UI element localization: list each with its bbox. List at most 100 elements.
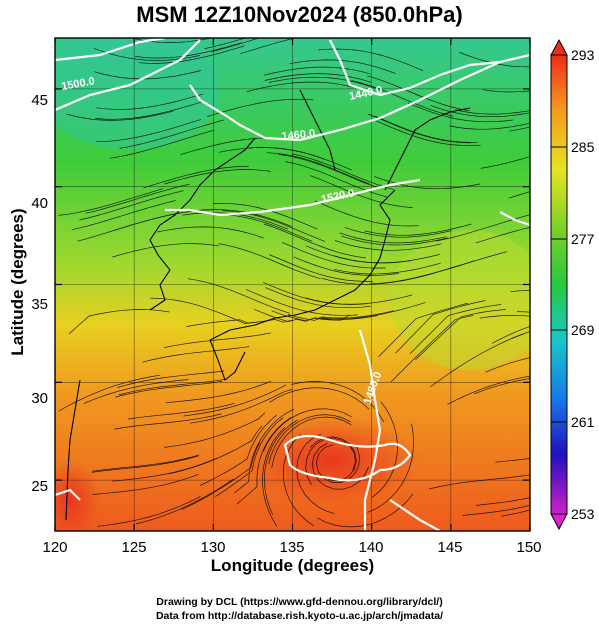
- streamline: [462, 504, 530, 516]
- x-tick-label: 145: [437, 539, 462, 556]
- streamline: [253, 308, 358, 322]
- x-tick-label: 125: [121, 539, 146, 556]
- streamline: [268, 254, 373, 282]
- streamline: [271, 310, 378, 322]
- streamline: [281, 242, 386, 269]
- contour-label: 1460.0: [281, 128, 316, 143]
- streamline: [118, 379, 226, 396]
- streamline: [318, 48, 424, 71]
- streamline: [367, 75, 470, 112]
- streamline: [79, 190, 184, 221]
- x-tick-label: 150: [516, 539, 541, 556]
- streamline: [183, 384, 287, 417]
- streamline: [263, 408, 353, 452]
- streamline: [339, 232, 447, 244]
- streamline: [455, 109, 530, 115]
- streamline: [95, 119, 202, 143]
- streamline: [367, 113, 472, 144]
- axis-ticks: [54, 38, 531, 531]
- streamline: [187, 278, 290, 314]
- streamline: [138, 45, 245, 64]
- streamline: [264, 73, 372, 83]
- x-axis-label: Longitude (degrees): [210, 556, 375, 575]
- streamline: [222, 210, 326, 242]
- streamline: [211, 38, 261, 52]
- streamline: [95, 101, 202, 120]
- contour-label: 1500.0: [60, 75, 95, 93]
- lat-lon-grid: [55, 38, 530, 531]
- streamline: [395, 300, 486, 354]
- streamline: [127, 402, 235, 420]
- streamline: [113, 209, 220, 231]
- streamline: [305, 294, 413, 305]
- x-tick-labels: 120 125 130 135 140 145 150: [42, 539, 541, 556]
- streamline: [287, 310, 394, 321]
- credit-data: Data from http://database.rish.kyoto-u.a…: [155, 610, 444, 622]
- streamline: [164, 169, 271, 185]
- streamline: [510, 290, 530, 292]
- streamline: [264, 66, 371, 76]
- streamline: [115, 381, 223, 398]
- streamline: [482, 89, 530, 93]
- streamline: [94, 70, 201, 80]
- streamline: [311, 442, 370, 490]
- streamline: [511, 331, 530, 339]
- x-tick-label: 135: [279, 539, 304, 556]
- streamline: [135, 478, 234, 525]
- streamline: [268, 414, 351, 464]
- streamline: [314, 200, 419, 227]
- streamline: [109, 129, 215, 159]
- y-tick-label: 30: [31, 390, 48, 407]
- streamline: [485, 357, 530, 373]
- streamline: [305, 245, 412, 264]
- colorbar-label: 261: [571, 414, 595, 430]
- streamline: [271, 416, 352, 469]
- colorbar-label: 269: [571, 322, 595, 338]
- streamline: [402, 251, 507, 281]
- streamline: [97, 496, 201, 527]
- y-tick-label: 35: [31, 296, 48, 313]
- streamline: [268, 76, 376, 89]
- streamline: [218, 243, 321, 280]
- streamline: [367, 423, 414, 513]
- streamline: [296, 433, 335, 514]
- streamline: [407, 102, 514, 123]
- streamline: [415, 309, 506, 361]
- streamline: [114, 413, 222, 430]
- streamline: [58, 188, 163, 216]
- streamline: [508, 126, 530, 132]
- streamline: [309, 175, 413, 208]
- x-tick-label: 130: [200, 539, 225, 556]
- streamline: [495, 458, 530, 463]
- streamline: [164, 332, 272, 348]
- streamline: [334, 240, 442, 251]
- streamline: [245, 289, 350, 316]
- height-contours: [55, 38, 530, 531]
- streamline: [491, 326, 530, 344]
- streamline: [315, 444, 360, 483]
- x-tick-label: 140: [358, 539, 383, 556]
- y-tick-label: 45: [31, 92, 48, 109]
- colorbar-label: 285: [571, 139, 595, 155]
- x-tick-label: 120: [42, 539, 67, 556]
- streamline: [96, 93, 203, 110]
- streamline: [459, 51, 530, 68]
- streamline: [475, 226, 530, 244]
- streamline: [449, 122, 530, 130]
- temperature-field: [55, 38, 530, 531]
- streamline: [390, 315, 474, 383]
- map-title: MSM 12Z10Nov2024 (850.0hPa): [136, 2, 463, 27]
- coastlines: [65, 89, 471, 521]
- streamline: [91, 455, 199, 473]
- streamline: [430, 105, 530, 118]
- streamline: [234, 408, 295, 494]
- streamline: [83, 379, 189, 404]
- streamline: [334, 262, 441, 275]
- streamline: [215, 417, 284, 497]
- streamline: [409, 304, 502, 354]
- streamline: [68, 309, 170, 335]
- streamline: [364, 223, 472, 236]
- streamline: [430, 333, 525, 388]
- streamline: [204, 38, 247, 49]
